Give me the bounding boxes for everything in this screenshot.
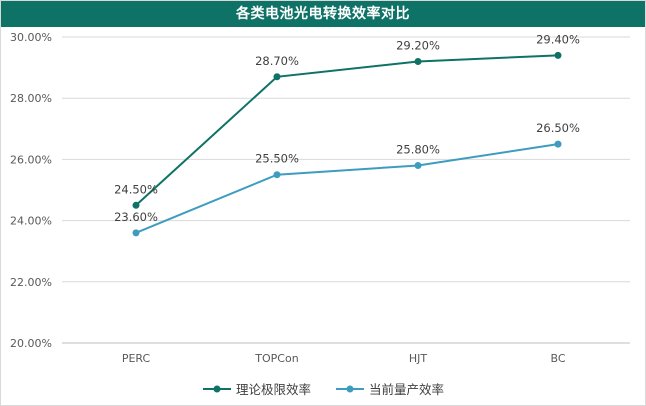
x-tick-label: HJT <box>409 352 428 365</box>
y-tick-label: 28.00% <box>10 92 52 105</box>
data-label: 28.70% <box>255 54 299 68</box>
y-tick-label: 30.00% <box>10 31 52 44</box>
grid-lines <box>62 36 630 344</box>
data-point <box>414 162 422 170</box>
data-label: 29.40% <box>536 32 580 46</box>
y-tick-label: 24.00% <box>10 215 52 228</box>
legend-marker <box>346 385 354 393</box>
chart-title: 各类电池光电转换效率对比 <box>1 1 645 27</box>
y-tick-label: 26.00% <box>10 153 52 166</box>
source-note <box>4 398 304 406</box>
x-tick-label: TOPCon <box>254 352 298 365</box>
x-tick-label: PERC <box>122 352 151 365</box>
legend-marker <box>213 385 221 393</box>
data-label: 23.60% <box>114 210 158 224</box>
data-label: 29.20% <box>396 38 440 52</box>
data-point <box>132 229 140 237</box>
series-line <box>135 143 559 234</box>
data-point <box>273 171 281 179</box>
series-lines <box>135 54 559 234</box>
y-tick-label: 20.00% <box>10 337 52 350</box>
legend-label: 当前量产效率 <box>369 382 444 397</box>
data-point <box>554 140 562 148</box>
data-point <box>414 57 422 65</box>
y-tick-label: 22.00% <box>10 276 52 289</box>
legend: 理论极限效率 当前量产效率 <box>203 382 444 397</box>
data-point <box>132 201 140 209</box>
data-point <box>554 51 562 59</box>
x-axis: PERC TOPCon HJT BC <box>122 352 566 365</box>
data-labels: 24.50% 28.70% 29.20% 29.40% 23.60% 25.50% 25.8… <box>114 32 580 223</box>
data-label: 25.80% <box>396 143 440 157</box>
legend-label: 理论极限效率 <box>236 382 311 397</box>
y-axis: 20.00% 22.00% 24.00% 26.00% 28.00% 30.00% <box>10 31 52 350</box>
data-label: 25.50% <box>255 152 299 166</box>
series-line <box>135 54 559 207</box>
data-label: 24.50% <box>114 182 158 196</box>
series-points <box>132 51 562 237</box>
x-tick-label: BC <box>550 352 565 365</box>
data-label: 26.50% <box>536 121 580 135</box>
data-point <box>273 73 281 81</box>
